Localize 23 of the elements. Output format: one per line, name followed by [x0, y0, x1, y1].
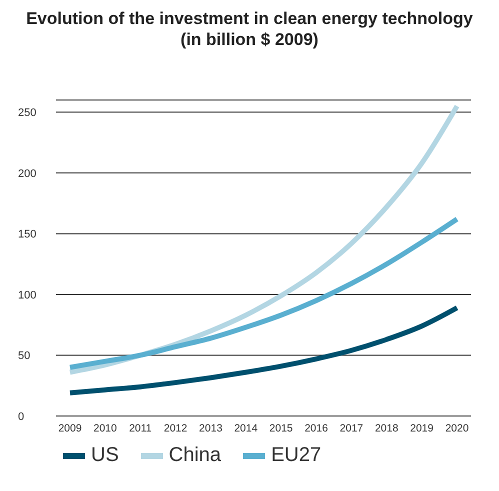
legend-label: China [168, 444, 222, 467]
y-tick-label: 250 [18, 107, 36, 120]
x-tick-label: 2014 [234, 422, 258, 434]
x-tick-label: 2012 [164, 422, 188, 434]
x-tick-label: 2015 [269, 422, 293, 434]
x-tick-label: 2020 [445, 422, 469, 434]
chart-title: Evolution of the investment in clean energy technology [25, 8, 474, 29]
x-tick-label: 2009 [58, 422, 82, 434]
x-tick-label: 2016 [304, 422, 328, 434]
legend-label: EU27 [271, 444, 322, 467]
y-tick-label: 200 [18, 168, 36, 180]
y-tick-label: 50 [18, 350, 30, 362]
x-tick-label: 2011 [129, 422, 152, 434]
x-tick-label: 2018 [374, 422, 398, 434]
chart-subtitle: (in billion $ 2009) [180, 29, 320, 50]
legend-label: US [91, 444, 119, 467]
x-tick-label: 2010 [94, 422, 118, 434]
y-tick-label: 150 [18, 228, 36, 241]
x-tick-label: 2019 [410, 422, 434, 434]
y-tick-label: 100 [18, 289, 36, 302]
y-tick-label: 0 [18, 410, 24, 423]
x-tick-label: 2017 [340, 422, 364, 434]
x-tick-label: 2013 [199, 422, 223, 434]
